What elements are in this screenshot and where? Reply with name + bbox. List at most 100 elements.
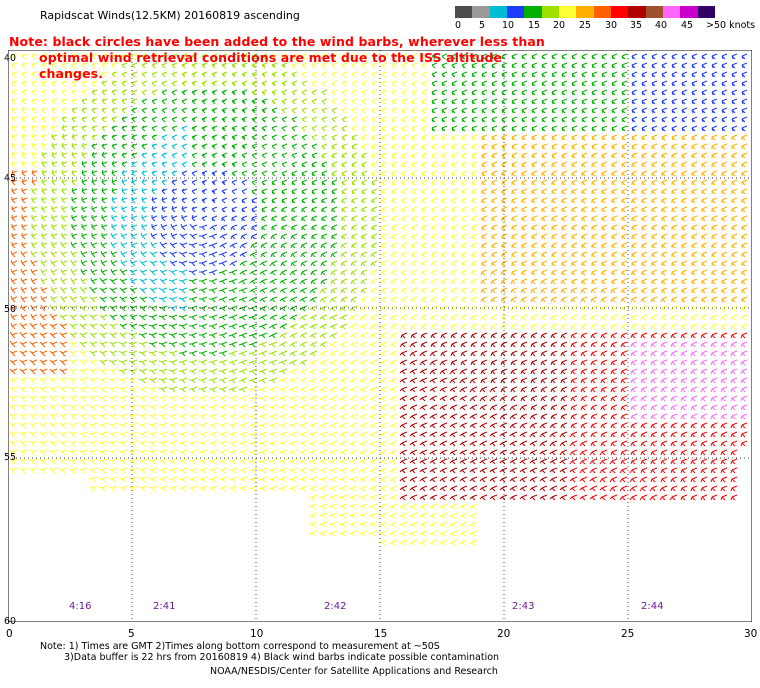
wind-barb	[551, 206, 558, 213]
color-scale-labels: 0 5 10 15 20 25 30 35 40 45 >50 knots	[452, 20, 760, 32]
wind-barb	[51, 98, 58, 105]
wind-barb	[311, 188, 318, 195]
wind-barb	[371, 125, 378, 132]
wind-barb	[51, 169, 58, 177]
wind-barb	[441, 170, 448, 177]
wind-barb	[91, 169, 98, 177]
wind-barb	[501, 89, 508, 96]
wind-barb	[281, 197, 288, 204]
wind-barb	[421, 224, 428, 231]
wind-barb	[21, 206, 28, 213]
wind-barb	[461, 206, 468, 213]
wind-barb	[481, 188, 488, 195]
wind-barb	[51, 151, 58, 159]
wind-barb	[441, 62, 448, 69]
wind-barb	[561, 224, 568, 231]
wind-barb	[461, 98, 468, 105]
wind-barb	[691, 89, 698, 96]
wind-barb	[521, 179, 528, 186]
scale-label-20: 20	[553, 20, 566, 31]
wind-barb	[541, 152, 548, 159]
wind-barb	[581, 215, 588, 222]
wind-barb	[311, 80, 318, 87]
wind-barb	[181, 53, 188, 60]
wind-barb	[731, 206, 738, 213]
wind-barb	[471, 179, 478, 186]
wind-barb	[541, 98, 548, 105]
wind-barb	[651, 179, 658, 186]
wind-barb	[401, 134, 408, 141]
wind-barb	[401, 215, 408, 222]
wind-barb	[221, 80, 228, 87]
wind-barb	[661, 134, 668, 141]
wind-barb	[461, 62, 468, 69]
wind-barb	[61, 116, 68, 123]
wind-barb	[491, 107, 498, 114]
wind-barb	[621, 80, 628, 87]
wind-barb	[391, 206, 398, 213]
wind-barb	[641, 197, 648, 204]
wind-barb	[191, 116, 198, 123]
wind-barb	[301, 206, 308, 213]
wind-barb	[131, 80, 138, 87]
wind-barb	[161, 62, 168, 69]
wind-barb	[511, 215, 518, 222]
wind-barb	[111, 116, 118, 123]
wind-barb	[631, 116, 638, 123]
wind-barb	[421, 125, 428, 132]
wind-barb	[401, 116, 408, 123]
wind-barb	[521, 125, 528, 132]
wind-barb	[481, 206, 488, 213]
wind-barb	[481, 116, 488, 123]
wind-barb	[441, 215, 448, 222]
wind-barb	[631, 215, 638, 222]
wind-barb	[481, 98, 488, 105]
wind-barb	[691, 125, 698, 132]
wind-barb	[121, 187, 128, 195]
wind-barb	[541, 116, 548, 123]
wind-barb	[411, 107, 418, 114]
wind-barb	[141, 71, 148, 78]
wind-barb	[281, 125, 288, 132]
wind-barb	[41, 215, 48, 222]
wind-barb	[661, 62, 668, 69]
wind-barb	[21, 151, 28, 159]
wind-barb	[181, 161, 188, 168]
wind-barb	[461, 116, 468, 123]
wind-barb	[381, 206, 388, 213]
wind-barb	[120, 232, 128, 240]
wind-barb	[701, 134, 708, 141]
wind-barb	[101, 224, 108, 231]
wind-barb	[451, 215, 458, 222]
wind-barb	[381, 233, 388, 240]
wind-barb	[351, 215, 358, 222]
scale-label-5: 5	[479, 20, 486, 31]
wind-barb	[351, 98, 358, 105]
wind-barb	[201, 206, 208, 213]
wind-barb	[411, 143, 418, 150]
wind-barb	[461, 80, 468, 87]
wind-barb	[161, 161, 168, 168]
wind-barb	[461, 143, 468, 150]
wind-barb	[671, 53, 678, 60]
wind-barb	[511, 71, 518, 78]
wind-barb	[211, 80, 218, 87]
wind-barb	[301, 62, 308, 69]
wind-barb	[141, 107, 148, 114]
wind-barb	[601, 188, 608, 195]
wind-barb	[411, 197, 418, 204]
wind-barb	[501, 197, 508, 204]
wind-barb	[361, 125, 368, 132]
wind-barb	[661, 188, 668, 195]
wind-barb	[41, 169, 48, 177]
wind-barb	[711, 215, 718, 222]
wind-barb	[451, 98, 458, 105]
wind-barb	[501, 188, 508, 195]
wind-barb	[421, 188, 428, 195]
wind-barb	[451, 116, 458, 123]
wind-barb	[81, 80, 88, 87]
wind-barb	[581, 62, 588, 69]
wind-barb	[711, 179, 718, 186]
wind-barb	[91, 233, 98, 240]
wind-barb	[471, 89, 478, 96]
